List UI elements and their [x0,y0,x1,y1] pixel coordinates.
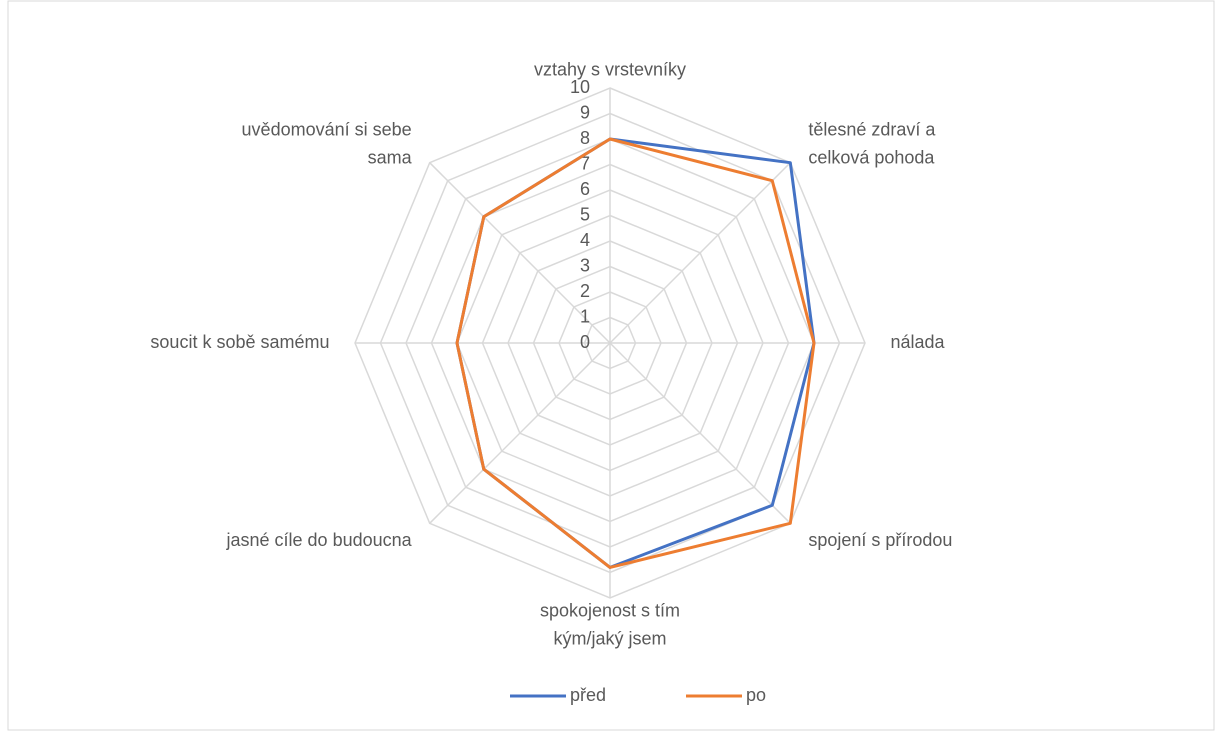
r-tick-label: 7 [580,153,590,173]
category-label: nálada [891,332,946,352]
r-tick-label: 1 [580,306,590,326]
r-tick-label: 8 [580,128,590,148]
r-tick-label: 6 [580,179,590,199]
category-label: tělesné zdraví a celková pohoda [808,119,936,167]
chart-frame [7,0,1215,731]
r-tick-label: 4 [580,230,590,250]
category-label: uvědomování si sebe sama [242,119,413,167]
spoke [429,162,611,344]
spoke [609,162,791,344]
legend-label: před [570,685,606,705]
spoke [429,342,611,524]
r-tick-label: 9 [580,102,590,122]
r-tick-label: 3 [580,255,590,275]
r-tick-label: 2 [580,281,590,301]
r-tick-label: 10 [570,77,590,97]
series-line [455,137,816,569]
category-label: soucit k sobě samému [150,332,329,352]
legend-label: po [746,685,766,705]
category-label: vztahy s vrstevníky [534,59,686,79]
category-label: spokojenost s tím kým/jaký jsem [540,600,680,648]
spoke [609,342,791,524]
category-label: spojení s přírodou [808,530,952,550]
category-label: jasné cíle do budoucna [226,530,413,550]
r-tick-label: 5 [580,204,590,224]
r-tick-label: 0 [580,332,590,352]
